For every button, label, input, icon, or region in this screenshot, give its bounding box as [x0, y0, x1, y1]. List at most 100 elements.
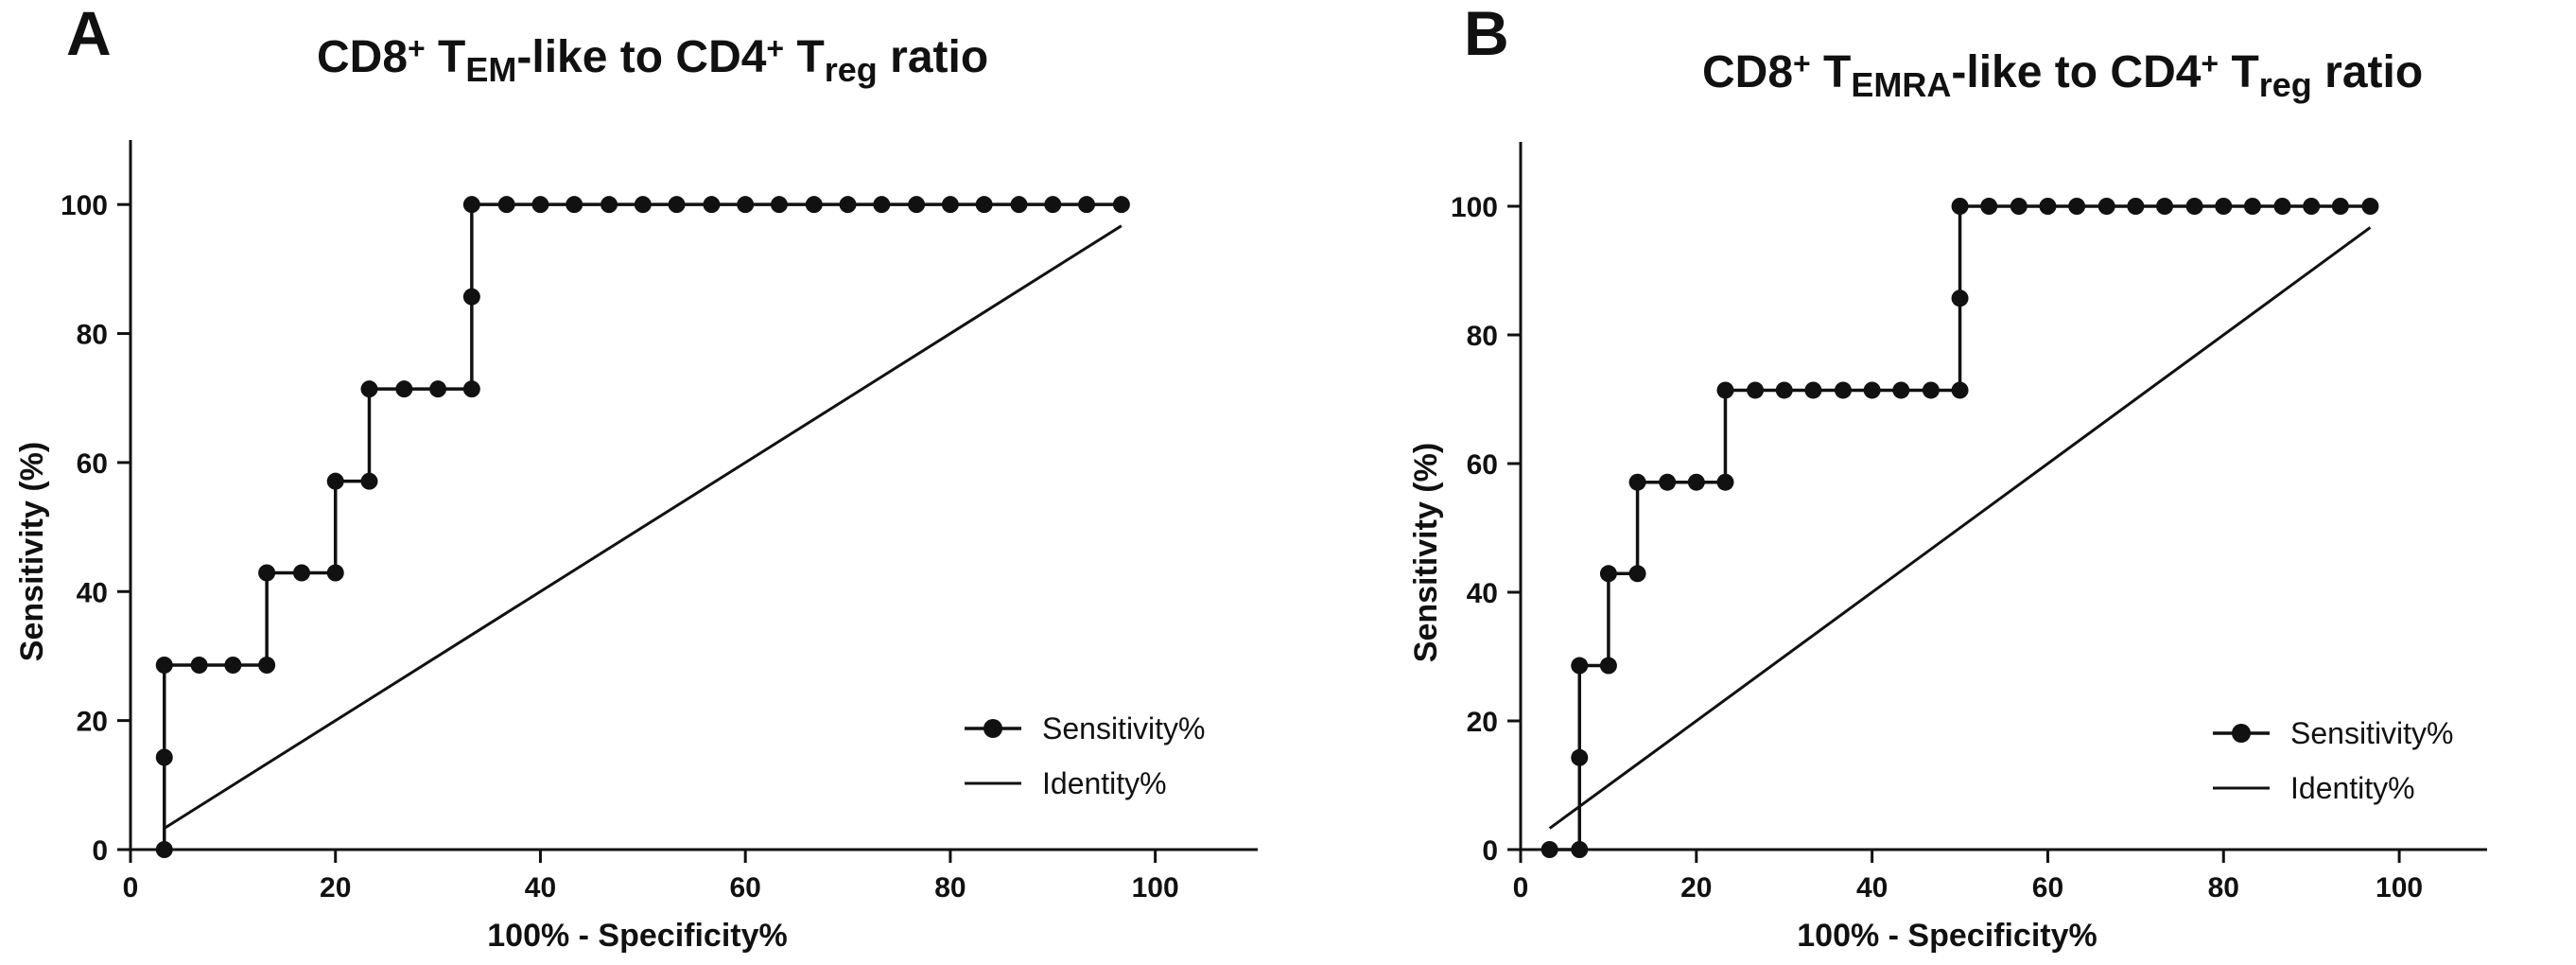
- sensitivity-point: [1628, 473, 1646, 491]
- sensitivity-point: [566, 196, 583, 214]
- sensitivity-point: [975, 196, 993, 214]
- sensitivity-point: [2215, 198, 2233, 215]
- sensitivity-point: [2097, 198, 2115, 215]
- identity-line: [1548, 226, 2372, 830]
- y-tick-label: 60: [77, 448, 108, 480]
- legend-label: Sensitivity%: [1042, 711, 1206, 746]
- sensitivity-point: [1747, 381, 1765, 399]
- sensitivity-point: [258, 657, 276, 674]
- sensitivity-point: [1628, 565, 1646, 583]
- sensitivity-point: [1922, 381, 1940, 399]
- sensitivity-point: [1659, 473, 1677, 491]
- sensitivity-point: [155, 657, 173, 674]
- sensitivity-point: [2039, 198, 2057, 215]
- y-axis-label: Sensitivity (%): [14, 442, 50, 661]
- y-tick-label: 80: [77, 320, 108, 351]
- sensitivity-point: [224, 657, 242, 674]
- x-tick-label: 40: [1856, 872, 1888, 904]
- sensitivity-point: [258, 564, 276, 582]
- sensitivity-point: [1540, 841, 1558, 858]
- x-tick-label: 100: [2376, 872, 2423, 904]
- sensitivity-point: [1078, 196, 1096, 214]
- sensitivity-point: [600, 196, 618, 214]
- sensitivity-point: [1716, 473, 1734, 491]
- sensitivity-point: [2156, 198, 2174, 215]
- sensitivity-point: [155, 841, 173, 858]
- sensitivity-point: [497, 196, 515, 214]
- sensitivity-point: [1980, 198, 1998, 215]
- sensitivity-point: [531, 196, 549, 214]
- legend-marker-sensitivity: [983, 719, 1002, 738]
- sensitivity-point: [2303, 198, 2321, 215]
- sensitivity-point: [292, 564, 310, 582]
- title-part: EM: [465, 50, 516, 89]
- x-tick-label: 100: [1132, 872, 1179, 904]
- title-part: -like to CD4: [516, 32, 766, 82]
- sensitivity-point: [1571, 748, 1589, 766]
- y-axis-label: Sensitivity (%): [1408, 443, 1444, 662]
- sensitivity-point: [737, 196, 755, 214]
- sensitivity-point: [462, 288, 480, 306]
- sensitivity-point: [1863, 381, 1881, 399]
- sensitivity-point: [429, 380, 447, 398]
- sensitivity-point: [462, 196, 480, 214]
- y-tick-label: 40: [1467, 578, 1498, 609]
- sensitivity-point: [2185, 198, 2203, 215]
- title-part: +: [1793, 46, 1811, 80]
- x-tick-label: 80: [2208, 872, 2239, 904]
- sensitivity-point: [326, 472, 344, 490]
- sensitivity-point: [634, 196, 652, 214]
- title-part: reg: [825, 50, 878, 89]
- sensitivity-point: [155, 748, 173, 766]
- sensitivity-point: [190, 657, 208, 674]
- identity-line: [163, 224, 1123, 830]
- sensitivity-point: [2127, 198, 2145, 215]
- y-tick-label: 60: [1467, 449, 1498, 481]
- legend-label: Identity%: [1042, 766, 1167, 800]
- title-part: +: [408, 31, 426, 65]
- sensitivity-point: [908, 196, 926, 214]
- sensitivity-point: [1571, 657, 1589, 675]
- x-tick-label: 80: [934, 872, 966, 904]
- legend-marker-sensitivity: [2232, 724, 2251, 743]
- sensitivity-point: [2361, 198, 2379, 215]
- sensitivity-point: [1599, 657, 1617, 675]
- sensitivity-point: [395, 380, 413, 398]
- panel-label: B: [1464, 0, 1509, 68]
- sensitivity-point: [2068, 198, 2086, 215]
- sensitivity-point: [1112, 196, 1130, 214]
- legend-label: Sensitivity%: [2290, 716, 2454, 750]
- sensitivity-point: [668, 196, 686, 214]
- sensitivity-point: [1716, 381, 1734, 399]
- sensitivity-point: [2331, 198, 2349, 215]
- x-axis-label: 100% - Specificity%: [1797, 918, 2097, 954]
- panel-label: A: [66, 0, 112, 68]
- title-part: T: [2219, 47, 2259, 97]
- sensitivity-point: [2273, 198, 2291, 215]
- sensitivity-point: [805, 196, 823, 214]
- title-part: EMRA: [1851, 65, 1951, 104]
- sensitivity-point: [839, 196, 857, 214]
- sensitivity-point: [1951, 381, 1969, 399]
- y-tick-label: 100: [1451, 192, 1498, 223]
- title-part: ratio: [878, 32, 988, 82]
- title-part: T: [784, 32, 825, 82]
- sensitivity-point: [1010, 196, 1028, 214]
- title-part: CD8: [1702, 47, 1793, 97]
- x-tick-label: 20: [1680, 872, 1712, 904]
- x-axis-label: 100% - Specificity%: [487, 918, 787, 954]
- title-part: +: [2201, 46, 2219, 80]
- title-part: T: [426, 32, 466, 82]
- sensitivity-point: [941, 196, 959, 214]
- x-tick-label: 60: [2032, 872, 2063, 904]
- y-tick-label: 0: [1482, 835, 1498, 867]
- sensitivity-point: [1834, 381, 1852, 399]
- y-tick-label: 80: [1467, 321, 1498, 352]
- title-part: ratio: [2312, 47, 2423, 97]
- sensitivity-point: [770, 196, 788, 214]
- y-tick-label: 20: [1467, 707, 1498, 738]
- sensitivity-point: [1775, 381, 1793, 399]
- title-part: reg: [2259, 65, 2312, 104]
